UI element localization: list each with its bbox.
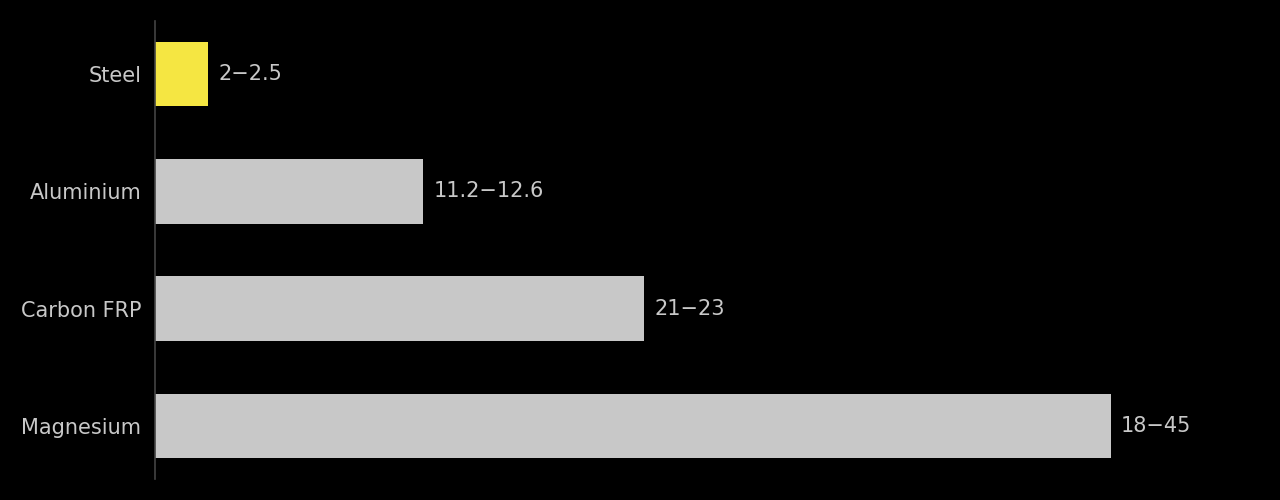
Bar [155, 42, 209, 106]
Bar [155, 159, 422, 224]
Text: 21−23: 21−23 [654, 298, 724, 318]
Text: 18−45: 18−45 [1121, 416, 1192, 436]
Bar [155, 276, 644, 341]
Text: 2−2.5: 2−2.5 [219, 64, 283, 84]
Bar [155, 394, 1111, 458]
Text: 11.2−12.6: 11.2−12.6 [434, 182, 544, 202]
